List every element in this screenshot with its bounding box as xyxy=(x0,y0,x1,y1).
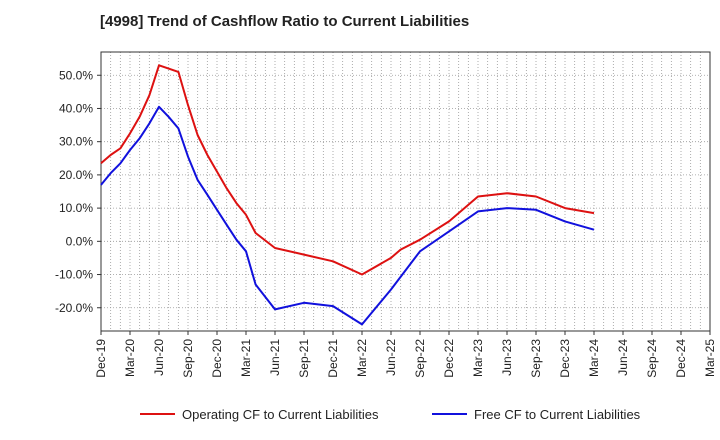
x-tick-label: Dec-20 xyxy=(210,339,224,378)
x-tick-label: Dec-22 xyxy=(442,339,456,378)
x-tick-label: Jun-22 xyxy=(384,339,398,376)
plot-area xyxy=(101,52,710,331)
series-line-1 xyxy=(100,64,595,276)
x-tick-label: Mar-24 xyxy=(587,339,601,377)
x-tick-label: Dec-23 xyxy=(558,339,572,378)
chart-title: [4998] Trend of Cashflow Ratio to Curren… xyxy=(100,13,470,30)
y-tick-label: 40.0% xyxy=(59,101,93,115)
y-tick-label: -20.0% xyxy=(55,301,93,315)
y-tick-label: 10.0% xyxy=(59,201,93,215)
y-tick-label: 20.0% xyxy=(59,168,93,182)
legend-label-1: Operating CF to Current Liabilities xyxy=(182,407,379,422)
x-tick-label: Sep-20 xyxy=(181,339,195,378)
y-tick-label: 30.0% xyxy=(59,135,93,149)
plot-frame xyxy=(100,51,711,332)
x-tick-label: Mar-20 xyxy=(123,339,137,377)
x-tick-label: Mar-22 xyxy=(355,339,369,377)
y-tick-label: 0.0% xyxy=(66,234,94,248)
x-tick-label: Sep-23 xyxy=(529,339,543,378)
x-tick-label: Mar-25 xyxy=(703,339,717,377)
x-tick-label: Jun-20 xyxy=(152,339,166,376)
x-tick-label: Sep-22 xyxy=(413,339,427,378)
x-tick-label: Sep-24 xyxy=(645,339,659,378)
x-tick-label: Dec-19 xyxy=(94,339,108,378)
x-tick-label: Dec-21 xyxy=(326,339,340,378)
x-tick-label: Mar-23 xyxy=(471,339,485,377)
x-tick-label: Jun-24 xyxy=(616,339,630,376)
x-tick-label: Sep-21 xyxy=(297,339,311,378)
series-line-2 xyxy=(100,105,595,326)
x-tick-label: Mar-21 xyxy=(239,339,253,377)
legend-label-2: Free CF to Current Liabilities xyxy=(474,407,641,422)
x-tick-label: Jun-21 xyxy=(268,339,282,376)
y-tick-label: -10.0% xyxy=(55,268,93,282)
x-tick-label: Jun-23 xyxy=(500,339,514,376)
x-tick-label: Dec-24 xyxy=(674,339,688,378)
y-tick-label: 50.0% xyxy=(59,68,93,82)
